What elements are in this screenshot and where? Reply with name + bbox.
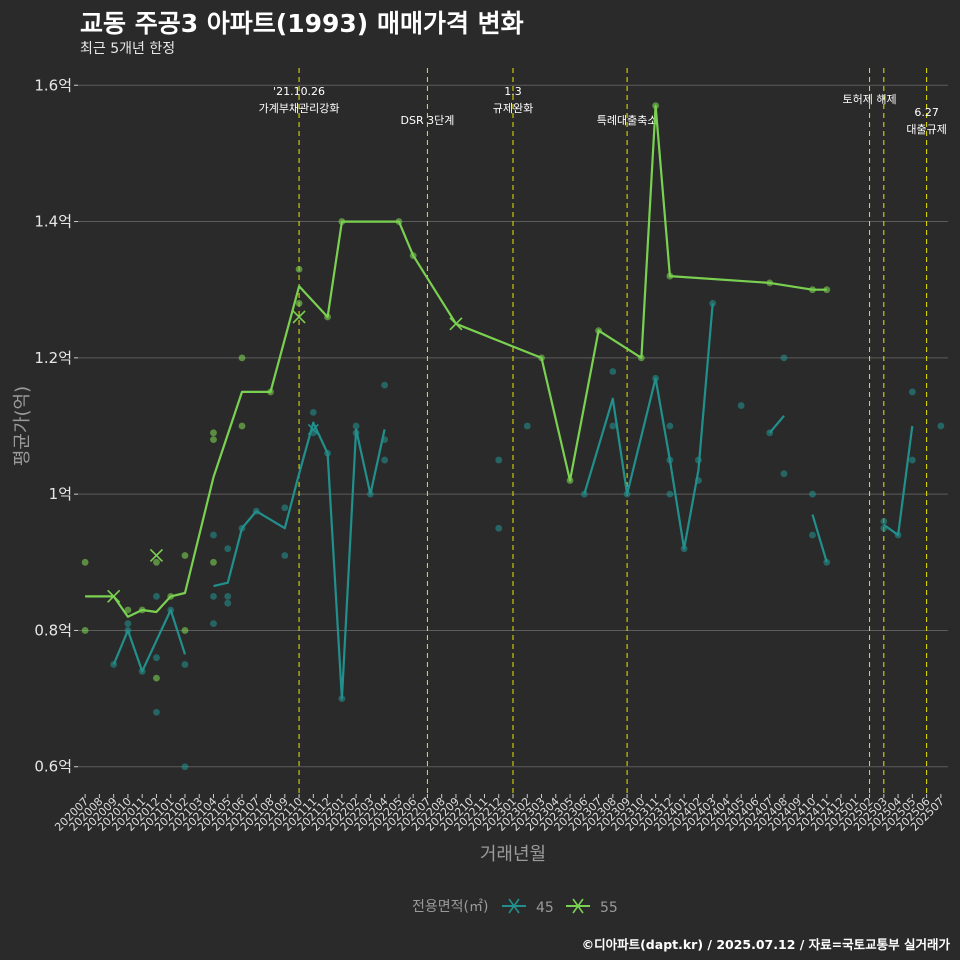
series-45-point <box>609 422 617 430</box>
series-55-point <box>210 558 217 566</box>
series-55-cross-marker <box>449 317 463 331</box>
series-45-point <box>153 592 160 600</box>
series-45-point <box>381 381 389 389</box>
x-axis-title: 거래년월 <box>480 844 546 865</box>
series-45-point <box>495 456 503 464</box>
series-45-point <box>666 422 674 430</box>
series-55-point <box>153 674 160 682</box>
legend-title: 전용면적(㎡) <box>412 899 488 915</box>
series-45-point <box>609 368 617 375</box>
series-45-point <box>809 490 816 498</box>
series-45-point <box>809 531 816 539</box>
event-label: 가계부채관리강화 <box>259 102 340 115</box>
series-45-point <box>908 456 916 464</box>
series-55-point <box>153 558 160 566</box>
legend-swatch-cross <box>572 898 584 914</box>
series-55-point <box>295 265 303 273</box>
series-45-point <box>309 408 317 416</box>
series-55-point <box>181 627 189 634</box>
series-45-point <box>224 545 232 553</box>
event-label: 1.3 <box>504 85 522 98</box>
series-55-cross-marker <box>149 548 164 563</box>
series-45-cross-marker <box>307 423 319 435</box>
series-45-point <box>780 354 788 362</box>
series-55-point <box>81 558 89 566</box>
series-55-point <box>295 299 303 307</box>
series-45-point <box>880 518 888 525</box>
series-55-line <box>85 104 827 618</box>
series-45-point <box>666 490 674 498</box>
series-55-cross-marker <box>107 589 121 603</box>
series-45-point <box>153 654 160 662</box>
event-label: 토허제 해제 <box>843 92 897 106</box>
y-tick-label: 1.4억 <box>34 213 72 231</box>
chart-title: 교동 주공3 아파트(1993) 매매가격 변화 <box>80 9 524 38</box>
series-45-line <box>213 421 386 700</box>
series-45-line <box>811 514 828 563</box>
y-tick-label: 0.6억 <box>34 758 72 776</box>
series-45-point <box>352 422 360 430</box>
event-label: 6.27 <box>914 106 939 119</box>
series-45-point <box>737 402 745 409</box>
series-55-point <box>210 436 217 444</box>
event-label: '21.10.26 <box>273 85 325 98</box>
series-45-line <box>883 425 914 537</box>
legend-swatch-cross <box>508 898 520 914</box>
event-label: DSR 3단계 <box>401 114 455 127</box>
series-55-point <box>238 422 246 430</box>
series-45-point <box>181 661 189 668</box>
series-45-point <box>495 524 503 532</box>
series-45-point <box>523 422 531 430</box>
series-45-point <box>580 490 588 498</box>
series-55-point <box>238 354 246 362</box>
y-tick-label: 1억 <box>49 485 72 503</box>
event-label: 특례대출축소 <box>597 114 658 127</box>
series-45-point <box>124 620 132 628</box>
series-45-point <box>153 708 160 716</box>
series-45-line <box>768 415 785 434</box>
series-45-point <box>381 456 389 464</box>
chart-subtitle: 최근 5개년 한정 <box>80 41 176 57</box>
y-tick-label: 1.2억 <box>34 349 72 367</box>
series-45-point <box>937 422 945 430</box>
legend-label: 55 <box>600 900 618 916</box>
y-axis-title: 평균가(억) <box>12 386 33 466</box>
series-45-point <box>780 470 788 478</box>
series-45-point <box>224 592 232 600</box>
series-55-point <box>124 606 132 614</box>
series-45-point <box>224 599 232 607</box>
series-45-point <box>210 592 217 600</box>
source-caption: ©디아파트(dapt.kr) / 2025.07.12 / 자료=국토교통부 실… <box>581 937 950 952</box>
series-45-point <box>281 504 289 512</box>
y-tick-label: 1.6억 <box>34 76 72 94</box>
event-label: 규제완화 <box>493 102 533 115</box>
series-55-point <box>181 552 189 559</box>
series-45-point <box>210 531 217 539</box>
series-55-cross-marker <box>292 310 306 324</box>
event-label: 대출규제 <box>906 123 946 136</box>
series-45-point <box>908 388 916 396</box>
legend-label: 45 <box>536 900 554 916</box>
series-55-point <box>81 627 89 634</box>
series-45-point <box>210 620 217 628</box>
series-45-line <box>583 303 714 550</box>
series-45-point <box>281 552 289 559</box>
series-45-point <box>181 763 189 771</box>
series-45-line <box>112 608 187 673</box>
y-tick-label: 0.8억 <box>34 621 72 639</box>
series-55-point <box>210 429 217 437</box>
